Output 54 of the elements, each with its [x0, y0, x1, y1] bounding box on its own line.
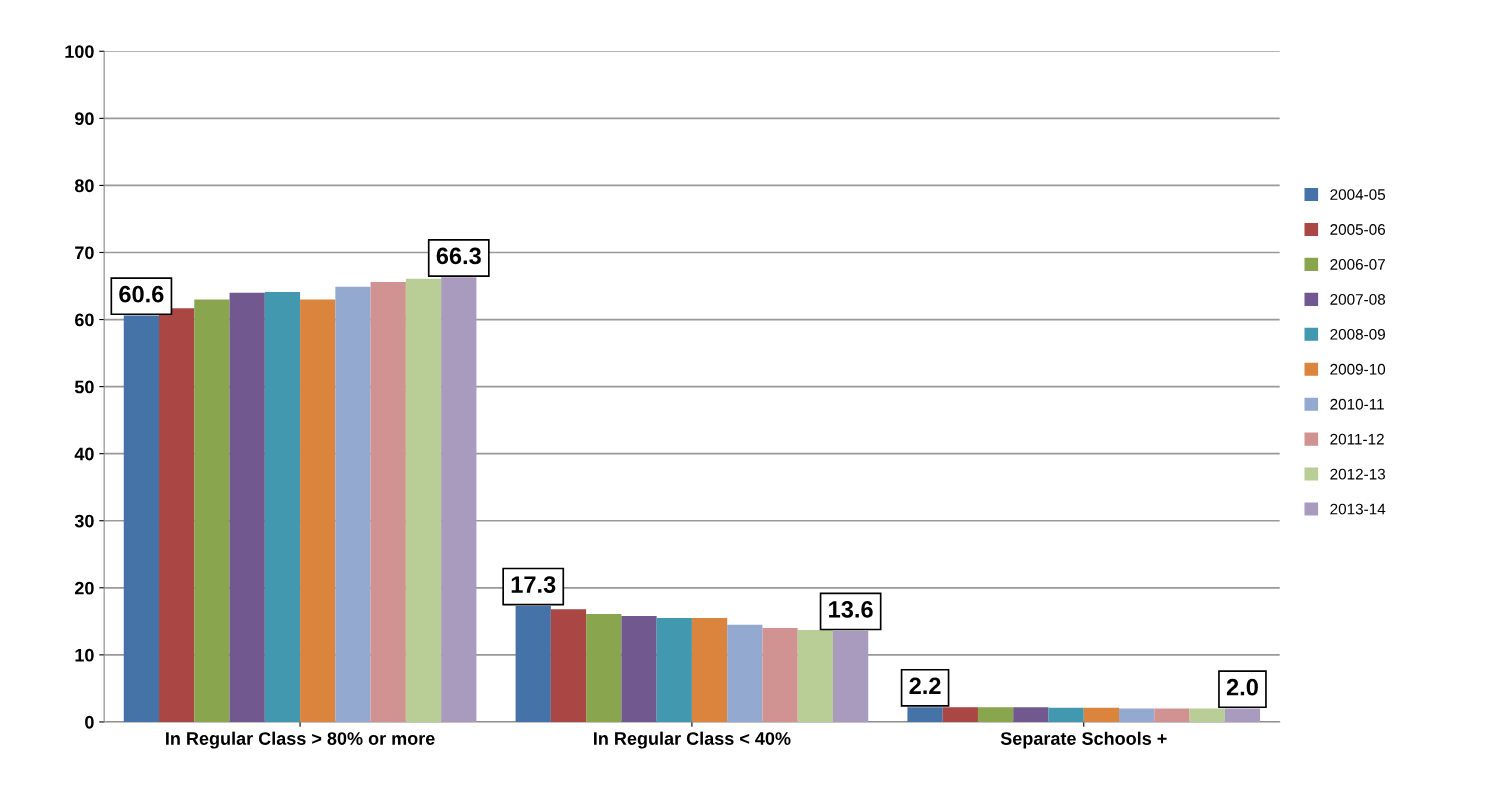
bar	[300, 299, 336, 722]
bar	[229, 292, 265, 722]
data-label: 13.6	[829, 601, 873, 618]
bar	[727, 624, 763, 722]
y-tick-label: 80	[74, 179, 94, 193]
y-tick-label: 40	[74, 447, 94, 461]
bar	[656, 617, 692, 722]
data-label: 66.3	[436, 247, 481, 265]
data-label: 60.6	[119, 285, 164, 303]
legend-label: 2006-07	[1330, 259, 1385, 270]
legend-label: 2007-08	[1330, 293, 1386, 305]
y-tick-label: 60	[75, 313, 94, 327]
bar	[762, 628, 798, 722]
bar	[1048, 707, 1084, 722]
legend-label: 2010-11	[1330, 398, 1384, 410]
legend-label: 2005-06	[1330, 224, 1386, 235]
legend-label: 2004-05	[1330, 189, 1386, 200]
bar	[194, 299, 230, 722]
bar	[550, 609, 587, 722]
bar	[797, 630, 833, 722]
y-tick-label: 50	[74, 380, 94, 394]
bar	[335, 286, 371, 722]
x-tick-label: Separate Schools +	[1000, 731, 1167, 749]
legend-label: 2012-13	[1330, 468, 1386, 480]
data-label: 2.2	[909, 677, 941, 694]
y-tick-label: 30	[74, 514, 94, 528]
bar	[942, 707, 978, 722]
data-label: 2.0	[1226, 678, 1258, 696]
y-tick-label: 70	[75, 246, 94, 260]
y-tick-label: 90	[74, 112, 94, 126]
x-tick-label: In Regular Class < 40%	[594, 731, 791, 749]
y-tick-label: 0	[85, 715, 94, 729]
data-label: 17.3	[511, 576, 556, 593]
y-tick-label: 20	[74, 581, 94, 595]
bar	[1189, 708, 1225, 722]
bar	[1013, 707, 1049, 722]
y-tick-label: 10	[75, 648, 94, 662]
bar	[1119, 708, 1155, 722]
y-tick-label: 100	[65, 45, 94, 59]
bar	[405, 278, 442, 722]
bar	[159, 308, 195, 722]
bar	[621, 615, 657, 722]
bar	[1154, 708, 1190, 722]
bar	[264, 292, 301, 722]
bar	[691, 617, 728, 722]
legend-label: 2013-14	[1330, 503, 1386, 515]
legend-label: 2011-12	[1330, 433, 1384, 445]
legend-label: 2009-10	[1330, 363, 1386, 375]
bar	[1083, 707, 1120, 722]
bar	[977, 707, 1014, 722]
bar	[370, 281, 406, 722]
x-tick-label: In Regular Class > 80% or more	[166, 731, 435, 749]
bar	[586, 613, 622, 722]
legend-label: 2008-09	[1330, 328, 1385, 340]
